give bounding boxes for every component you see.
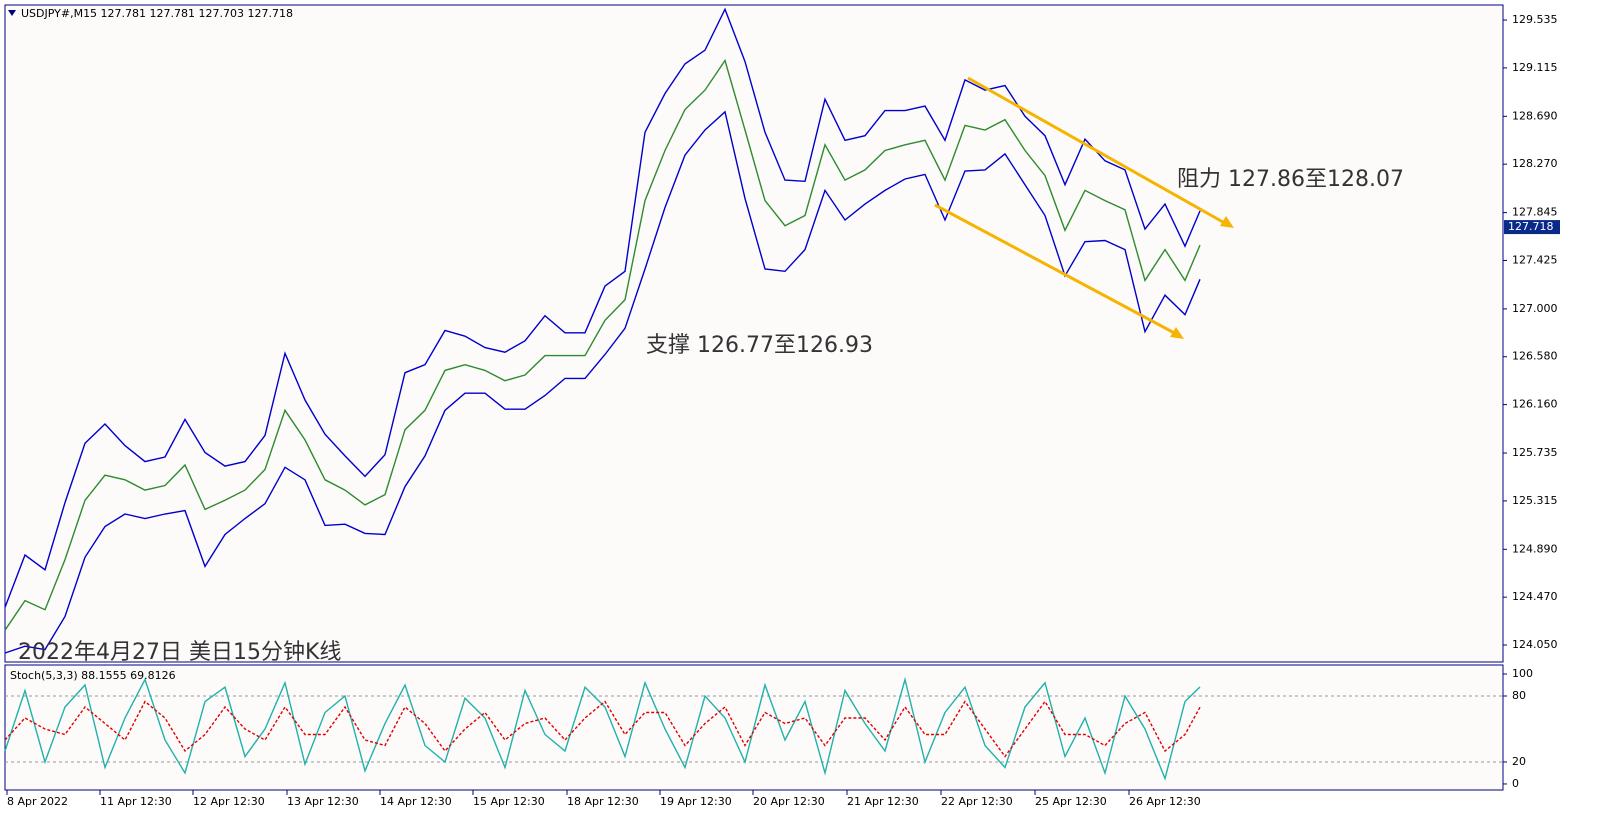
menu-triangle[interactable] bbox=[8, 10, 16, 16]
y-tick-label: 124.050 bbox=[1512, 638, 1558, 651]
y-tick-label: 128.690 bbox=[1512, 109, 1558, 122]
y-tick-label: 128.270 bbox=[1512, 157, 1558, 170]
series-line bbox=[4, 700, 1201, 758]
last-price-box bbox=[1504, 220, 1560, 235]
x-tick-label: 22 Apr 12:30 bbox=[941, 795, 1013, 808]
y-tick-label: 124.470 bbox=[1512, 590, 1558, 603]
x-tick-label: 13 Apr 12:30 bbox=[287, 795, 359, 808]
y-tick-label: 0 bbox=[1512, 777, 1519, 790]
y-tick-label: 127.000 bbox=[1512, 302, 1558, 315]
price-layer: 129.535 129.115 128.690 128.270 127.845 127.4… bbox=[4, 7, 1560, 654]
y-tick-label: 127.845 bbox=[1512, 206, 1558, 219]
price-title: USDJPY#,M15 127.781 127.781 127.703 127.… bbox=[21, 7, 293, 20]
y-tick-label: 129.535 bbox=[1512, 13, 1558, 26]
x-tick-label: 26 Apr 12:30 bbox=[1129, 795, 1201, 808]
price-pane bbox=[4, 4, 1504, 663]
stoch-layer: 100 80 20 0 8 Apr 2022 11 Apr 12:30 12 Apr 12:… bbox=[4, 667, 1533, 808]
x-tick-label: 19 Apr 12:30 bbox=[660, 795, 732, 808]
resistance-line bbox=[967, 76, 1231, 228]
stoch-title: Stoch(5,3,3) 88.1555 69.8126 bbox=[10, 669, 176, 682]
x-tick-label: 12 Apr 12:30 bbox=[193, 795, 265, 808]
support-line bbox=[934, 203, 1181, 338]
y-tick-label: 100 bbox=[1512, 667, 1533, 680]
series-line bbox=[4, 58, 1201, 631]
series-line bbox=[4, 676, 1201, 781]
last-price-label: 127.718 bbox=[1508, 220, 1554, 233]
y-tick-label: 80 bbox=[1512, 689, 1526, 702]
y-tick-label: 126.160 bbox=[1512, 398, 1558, 411]
series-line bbox=[4, 7, 1201, 608]
x-tick-label: 11 Apr 12:30 bbox=[100, 795, 172, 808]
y-tick-label: 124.890 bbox=[1512, 542, 1558, 555]
x-tick-label: 21 Apr 12:30 bbox=[847, 795, 919, 808]
x-tick-label: 18 Apr 12:30 bbox=[567, 795, 639, 808]
resistance-note: 阻力 127.86至128.07 bbox=[1177, 167, 1404, 192]
x-tick-label: 20 Apr 12:30 bbox=[753, 795, 825, 808]
arrow-head bbox=[1170, 327, 1184, 339]
arrow-head bbox=[1220, 216, 1234, 228]
x-tick-label: 15 Apr 12:30 bbox=[473, 795, 545, 808]
chart-caption: 2022年4月27日 美日15分钟K线 bbox=[18, 640, 341, 665]
x-tick-label: 25 Apr 12:30 bbox=[1035, 795, 1107, 808]
y-tick-label: 126.580 bbox=[1512, 350, 1558, 363]
series-line bbox=[4, 110, 1201, 654]
y-tick-label: 20 bbox=[1512, 755, 1526, 768]
x-tick-label: 8 Apr 2022 bbox=[7, 795, 68, 808]
y-tick-label: 125.735 bbox=[1512, 446, 1558, 459]
y-tick-label: 129.115 bbox=[1512, 61, 1558, 74]
support-note: 支撑 126.77至126.93 bbox=[646, 333, 873, 358]
x-tick-label: 14 Apr 12:30 bbox=[380, 795, 452, 808]
y-tick-label: 125.315 bbox=[1512, 494, 1558, 507]
y-tick-label: 127.425 bbox=[1512, 253, 1558, 266]
